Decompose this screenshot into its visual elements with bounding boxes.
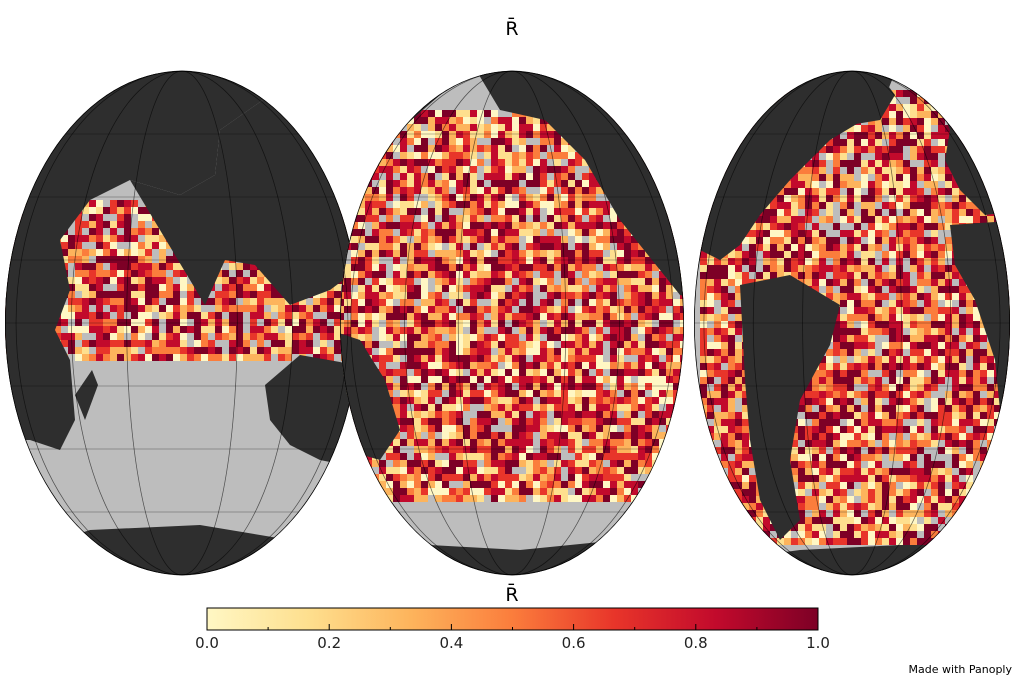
landmass-africa — [5, 71, 359, 450]
credit-text: Made with Panoply — [908, 663, 1012, 676]
colorbar-tick-label: 1.0 — [806, 634, 830, 652]
graticule-meridian — [457, 70, 567, 576]
map-lobe-pacific-ocean — [340, 71, 684, 575]
graticule — [5, 70, 1010, 576]
graticule-meridian — [15, 70, 349, 576]
colorbar: 0.0 0.2 0.4 0.6 0.8 1.0 — [195, 607, 830, 652]
colorbar-tick-label: 0.0 — [195, 634, 219, 652]
graticule-meridian — [703, 70, 1001, 576]
colorbar-ticks: 0.0 0.2 0.4 0.6 0.8 1.0 — [195, 624, 830, 652]
graticule-meridian — [126, 70, 238, 576]
graticule-meridian — [404, 70, 620, 576]
graticule-meridian — [457, 70, 567, 576]
colorbar-tick-label: 0.6 — [562, 634, 586, 652]
graticule-meridian — [350, 70, 674, 576]
graticule-meridian — [703, 70, 1001, 576]
graticule-meridian — [802, 70, 902, 576]
graticule-meridian — [71, 70, 293, 576]
map-lobe-atlantic-ocean — [694, 71, 1010, 575]
graticule-meridian — [752, 70, 952, 576]
map-lobe-indian-ocean — [5, 71, 359, 575]
graticule-meridian — [71, 70, 293, 576]
landmass-south-america-east — [740, 275, 840, 540]
colorbar-tick-label: 0.2 — [317, 634, 341, 652]
colorbar-tick-label: 0.4 — [439, 634, 463, 652]
graticule-meridian — [802, 70, 902, 576]
map-title: R̄ — [505, 18, 519, 40]
graticule-meridian — [752, 70, 952, 576]
colorbar-bar — [206, 607, 819, 631]
graticule-meridian — [15, 70, 349, 576]
colorbar-tick-label: 0.8 — [684, 634, 708, 652]
colorbar-title: R̄ — [505, 584, 519, 606]
graticule-meridian — [350, 70, 674, 576]
landmass-madagascar — [75, 370, 98, 420]
graticule-meridian — [126, 70, 238, 576]
graticule-meridian — [404, 70, 620, 576]
landmass-greenland — [840, 75, 895, 125]
